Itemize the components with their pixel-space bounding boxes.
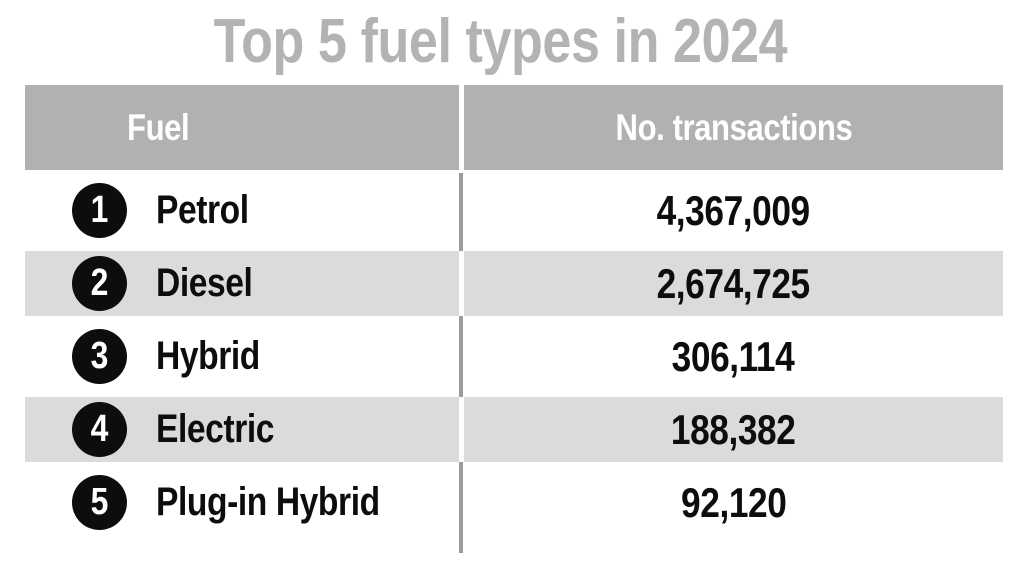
rank-badge: 4 — [72, 402, 127, 457]
fuel-cell: 1 Petrol — [25, 178, 459, 243]
column-header-fuel-label: Fuel — [127, 106, 190, 148]
rank-number: 2 — [90, 262, 109, 304]
page-title: Top 5 fuel types in 2024 — [0, 7, 1000, 76]
row-divider-segment — [459, 251, 464, 316]
transactions-value: 188,382 — [671, 405, 796, 453]
fuel-cell: 4 Electric — [25, 397, 459, 462]
fuel-label: Hybrid — [156, 334, 260, 378]
fuel-table: Fuel No. transactions 1 Petrol 4,367,009… — [25, 85, 1003, 553]
rank-badge: 3 — [72, 329, 127, 384]
column-header-transactions: No. transactions — [464, 85, 1003, 170]
transactions-cell: 2,674,725 — [464, 251, 1003, 316]
fuel-label: Electric — [156, 407, 275, 451]
transactions-value: 306,114 — [672, 332, 795, 380]
table-row: 3 Hybrid 306,114 — [25, 324, 1003, 389]
transactions-cell: 92,120 — [464, 470, 1003, 535]
transactions-value: 92,120 — [680, 478, 787, 526]
row-divider-segment — [459, 397, 464, 462]
header-divider-segment — [459, 85, 464, 170]
transactions-value: 4,367,009 — [656, 186, 811, 234]
fuel-label: Petrol — [156, 188, 249, 232]
transactions-cell: 306,114 — [464, 324, 1003, 389]
table-row: 5 Plug-in Hybrid 92,120 — [25, 470, 1003, 535]
transactions-value: 2,674,725 — [656, 259, 811, 307]
rank-number: 5 — [90, 481, 109, 523]
rank-badge: 1 — [72, 183, 127, 238]
column-header-fuel: Fuel — [25, 85, 459, 170]
transactions-cell: 4,367,009 — [464, 178, 1003, 243]
fuel-label: Plug-in Hybrid — [156, 480, 380, 524]
rank-badge: 5 — [72, 475, 127, 530]
table-row: 1 Petrol 4,367,009 — [25, 178, 1003, 243]
rank-number: 1 — [90, 189, 109, 231]
transactions-cell: 188,382 — [464, 397, 1003, 462]
column-header-transactions-label: No. transactions — [615, 106, 852, 148]
fuel-label: Diesel — [156, 261, 253, 305]
table-header-row: Fuel No. transactions — [25, 85, 1003, 170]
page-title-text: Top 5 fuel types in 2024 — [213, 7, 787, 76]
column-divider — [459, 173, 463, 553]
rank-badge: 2 — [72, 256, 127, 311]
rank-number: 4 — [90, 408, 109, 450]
table-row: 2 Diesel 2,674,725 — [25, 251, 1003, 316]
rank-number: 3 — [90, 335, 109, 377]
fuel-cell: 5 Plug-in Hybrid — [25, 470, 459, 535]
fuel-cell: 3 Hybrid — [25, 324, 459, 389]
table-row: 4 Electric 188,382 — [25, 397, 1003, 462]
fuel-cell: 2 Diesel — [25, 251, 459, 316]
